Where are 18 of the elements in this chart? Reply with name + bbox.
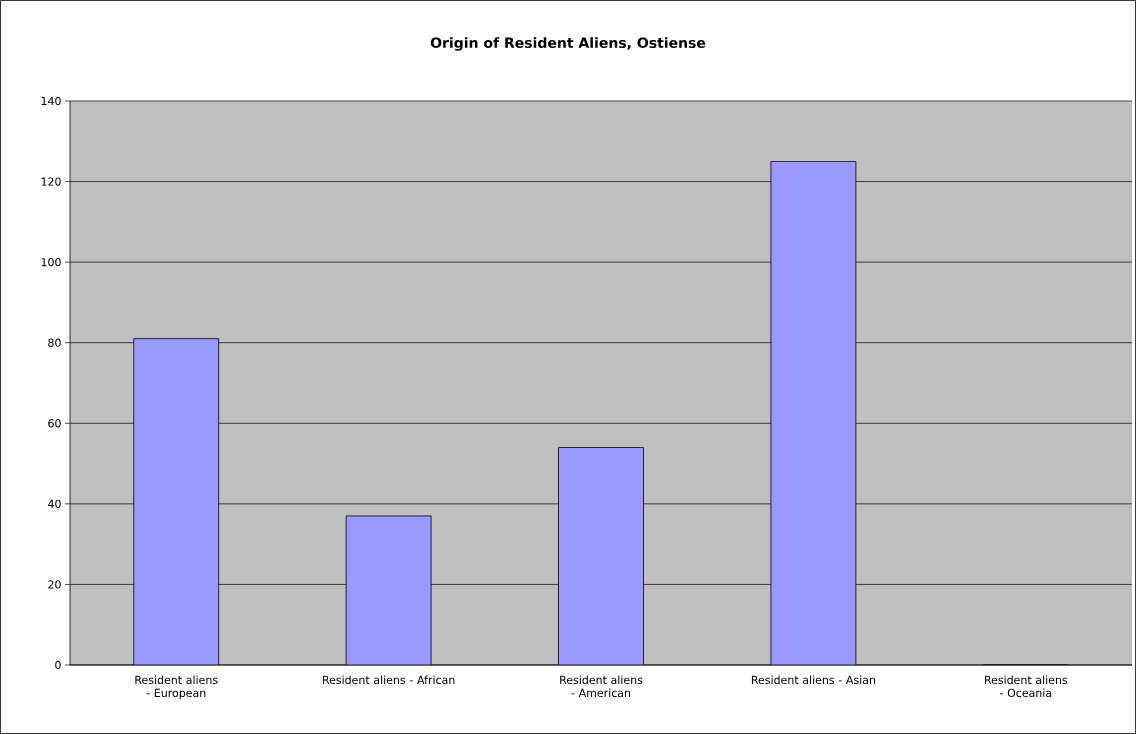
x-tick-label: Resident aliens - Asian [751, 675, 875, 685]
x-tick-label: Resident aliens - American [560, 675, 643, 698]
bar [558, 447, 644, 665]
y-tick-label: 20 [48, 580, 61, 589]
x-tick-label: Resident aliens - African [322, 675, 455, 685]
y-tick-label: 0 [55, 660, 61, 670]
y-tick-label: 140 [41, 96, 61, 106]
y-tick-label: 80 [48, 338, 61, 347]
bar [770, 161, 856, 665]
y-tick-label: 120 [41, 177, 61, 186]
chart-title: Origin of Resident Aliens, Ostiense [430, 37, 706, 51]
y-tick-label: 40 [48, 499, 61, 509]
x-tick-label: Resident aliens - European [135, 675, 218, 700]
x-tick-label: Resident aliens - Oceania [985, 675, 1068, 698]
bar [133, 338, 219, 665]
bar [346, 515, 432, 665]
y-tick-label: 100 [41, 257, 61, 267]
y-tick-label: 60 [48, 419, 61, 428]
